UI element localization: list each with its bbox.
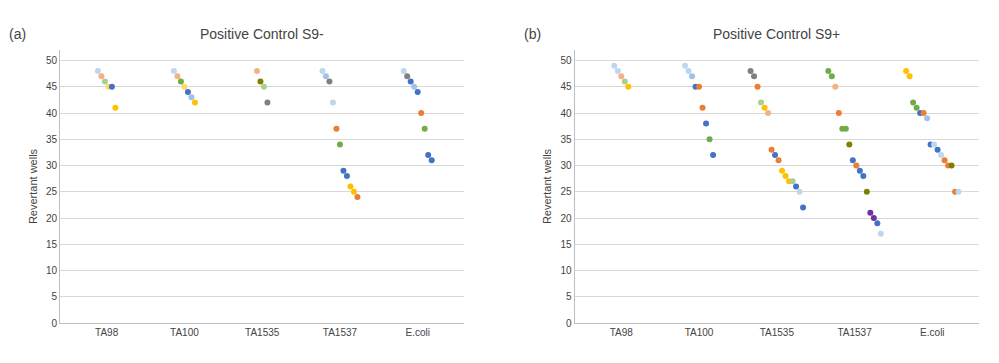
svg-text:0: 0 xyxy=(566,318,572,329)
svg-text:45: 45 xyxy=(561,81,573,92)
svg-text:TA1535: TA1535 xyxy=(760,327,795,338)
svg-text:5: 5 xyxy=(566,291,572,302)
svg-text:Positive Control S9+: Positive Control S9+ xyxy=(713,26,840,42)
svg-text:25: 25 xyxy=(561,186,573,197)
svg-text:E.coli: E.coli xyxy=(405,327,429,338)
svg-text:30: 30 xyxy=(561,160,573,171)
svg-text:20: 20 xyxy=(46,213,58,224)
svg-text:25: 25 xyxy=(46,186,58,197)
svg-text:TA100: TA100 xyxy=(685,327,714,338)
svg-text:35: 35 xyxy=(46,134,58,145)
svg-text:40: 40 xyxy=(46,108,58,119)
svg-text:50: 50 xyxy=(561,55,573,66)
svg-text:(a): (a) xyxy=(9,26,26,42)
svg-text:5: 5 xyxy=(51,291,57,302)
svg-text:10: 10 xyxy=(46,265,58,276)
svg-text:TA98: TA98 xyxy=(95,327,119,338)
svg-text:20: 20 xyxy=(561,213,573,224)
svg-text:TA1537: TA1537 xyxy=(323,327,358,338)
svg-text:TA1537: TA1537 xyxy=(837,327,872,338)
svg-text:Revertant wells: Revertant wells xyxy=(541,148,553,224)
svg-text:50: 50 xyxy=(46,55,58,66)
svg-text:(b): (b) xyxy=(524,26,541,42)
svg-text:Revertant wells: Revertant wells xyxy=(27,148,39,224)
svg-text:TA1535: TA1535 xyxy=(245,327,280,338)
svg-text:45: 45 xyxy=(46,81,58,92)
svg-text:TA100: TA100 xyxy=(170,327,199,338)
svg-text:0: 0 xyxy=(51,318,57,329)
svg-text:35: 35 xyxy=(561,134,573,145)
svg-text:E.coli: E.coli xyxy=(920,327,944,338)
svg-text:10: 10 xyxy=(561,265,573,276)
svg-text:15: 15 xyxy=(46,239,58,250)
svg-text:Positive Control S9-: Positive Control S9- xyxy=(200,26,324,42)
svg-text:15: 15 xyxy=(561,239,573,250)
svg-text:40: 40 xyxy=(561,108,573,119)
svg-text:30: 30 xyxy=(46,160,58,171)
svg-text:TA98: TA98 xyxy=(610,327,634,338)
